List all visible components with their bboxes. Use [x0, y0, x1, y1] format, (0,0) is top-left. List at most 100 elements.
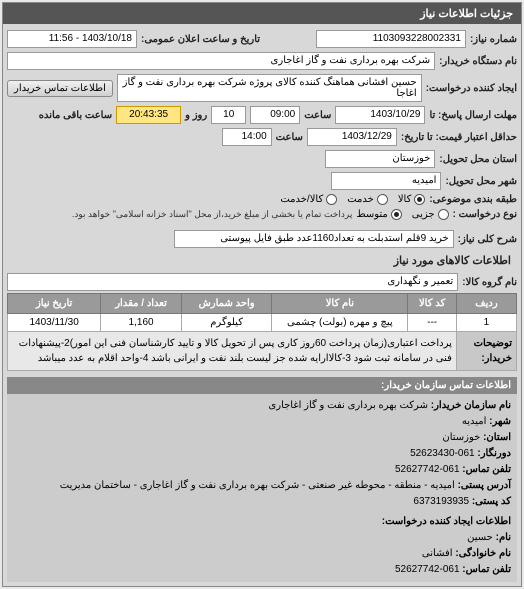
cell-rownum: 1	[456, 314, 516, 332]
contact-phone-value: 061-52627742	[395, 464, 460, 475]
col-qty: تعداد / مقدار	[101, 294, 182, 314]
contact-postal-value: 6373193935	[413, 496, 469, 507]
notes-text: پرداخت اعتباری(زمان پرداخت 60روز کاری پس…	[8, 332, 457, 371]
buyer-org-label: نام دستگاه خریدار:	[439, 56, 517, 67]
radio-both-label: کالا/خدمت	[280, 194, 323, 205]
row-request-number: شماره نیاز: 1103093228002331 تاریخ و ساع…	[7, 28, 517, 50]
contact-section: اطلاعات تماس سازمان خریدار: نام سازمان خ…	[7, 377, 517, 582]
radio-services-label: خدمت	[347, 194, 374, 205]
validity-date: 1403/12/29	[307, 128, 397, 146]
creator-phone-label: تلفن تماس:	[462, 564, 511, 575]
general-desc-value: خرید 9قلم استدبلت به تعداد1160عدد طبق فا…	[174, 230, 454, 248]
request-number-label: شماره نیاز:	[470, 34, 517, 45]
general-desc-label: شرح کلی نیاز:	[458, 234, 517, 245]
buyer-org-value: شرکت بهره برداری نفت و گاز اغاجاری	[7, 52, 435, 70]
request-type-note: پرداخت تمام یا بخشی از مبلغ خرید،از محل …	[72, 209, 352, 220]
contact-fax-value: 061-52623430	[410, 448, 475, 459]
notes-label: توضیحات خریدار:	[456, 332, 516, 371]
validity-time: 14:00	[222, 128, 272, 146]
creator-lastname: نام خانوادگی: افشانی	[13, 546, 511, 562]
radio-both-icon	[326, 194, 337, 205]
radio-medium-icon	[391, 209, 402, 220]
contact-city-label: شهر:	[489, 416, 511, 427]
contact-fax-label: دورنگار:	[477, 448, 511, 459]
row-response-deadline: مهلت ارسال پاسخ: تا 1403/10/29 ساعت 09:0…	[7, 104, 517, 126]
creator-name-label: نام:	[496, 532, 511, 543]
contact-org-label: نام سازمان خریدار:	[431, 400, 511, 411]
contact-phone-label: تلفن تماس:	[462, 464, 511, 475]
panel-title: جزئیات اطلاعات نیاز	[3, 3, 521, 24]
goods-group-label: نام گروه کالا:	[462, 277, 517, 288]
contact-province-label: استان:	[483, 432, 511, 443]
radio-services[interactable]: خدمت	[347, 194, 388, 205]
contact-postal: کد پستی: 6373193935	[13, 494, 511, 510]
radio-both[interactable]: کالا/خدمت	[280, 194, 337, 205]
category-radio-group: کالا خدمت کالا/خدمت	[280, 194, 425, 205]
creator-lastname-label: نام خانوادگی:	[455, 548, 511, 559]
radio-partial[interactable]: جزیی	[412, 209, 449, 220]
response-date: 1403/10/29	[335, 106, 425, 124]
row-goods-group: نام گروه کالا: تعمیر و نگهداری	[7, 271, 517, 293]
radio-goods-icon	[414, 194, 425, 205]
creator-name: نام: حسین	[13, 530, 511, 546]
contact-city: شهر: امیدیه	[13, 414, 511, 430]
remaining-suffix: ساعت باقی مانده	[39, 110, 112, 121]
response-time: 09:00	[250, 106, 300, 124]
delivery-province: خوزستان	[325, 150, 435, 168]
row-buyer-org: نام دستگاه خریدار: شرکت بهره برداری نفت …	[7, 50, 517, 72]
contact-province-value: خوزستان	[442, 432, 480, 443]
validity-label: حداقل اعتبار قیمت: تا تاریخ:	[401, 132, 517, 143]
request-type-label: نوع درخواست :	[453, 209, 517, 220]
radio-medium[interactable]: متوسط	[356, 209, 401, 220]
cell-unit: کیلوگرم	[181, 314, 272, 332]
contact-info-button[interactable]: اطلاعات تماس خریدار	[7, 80, 113, 97]
contact-city-value: امیدیه	[462, 416, 487, 427]
row-delivery-city: شهر محل تحویل: امیدیه	[7, 170, 517, 192]
table-row: 1 --- پیچ و مهره (بولت) چشمی کیلوگرم 1,1…	[8, 314, 517, 332]
delivery-province-label: استان محل تحویل:	[439, 154, 517, 165]
col-unit: واحد شمارش	[181, 294, 272, 314]
row-general-desc: شرح کلی نیاز: خرید 9قلم استدبلت به تعداد…	[7, 228, 517, 250]
category-label: طبقه بندی موضوعی:	[429, 194, 517, 205]
announce-label: تاریخ و ساعت اعلان عمومی:	[141, 34, 260, 45]
contact-postal-label: کد پستی:	[472, 496, 511, 507]
contact-province: استان: خوزستان	[13, 430, 511, 446]
row-delivery-province: استان محل تحویل: خوزستان	[7, 148, 517, 170]
notes-row: توضیحات خریدار: پرداخت اعتباری(زمان پردا…	[8, 332, 517, 371]
contact-org: نام سازمان خریدار: شرکت بهره برداری نفت …	[13, 398, 511, 414]
col-name: نام کالا	[272, 294, 408, 314]
creator-name-value: حسین	[467, 532, 493, 543]
main-panel: جزئیات اطلاعات نیاز شماره نیاز: 11030932…	[2, 2, 522, 587]
remaining-days: 10	[211, 106, 246, 124]
contact-fax: دورنگار: 061-52623430	[13, 446, 511, 462]
cell-qty: 1,160	[101, 314, 182, 332]
remaining-time: 20:43:35	[116, 106, 181, 124]
radio-goods[interactable]: کالا	[398, 194, 426, 205]
table-header-row: ردیف کد کالا نام کالا واحد شمارش تعداد /…	[8, 294, 517, 314]
contact-address-label: آدرس پستی:	[458, 480, 511, 491]
creator-label: ایجاد کننده درخواست:	[426, 83, 517, 94]
row-request-type: نوع درخواست : جزیی متوسط پرداخت تمام یا …	[7, 207, 517, 222]
remaining-days-label: روز و	[185, 110, 207, 121]
goods-group-value: تعمیر و نگهداری	[7, 273, 458, 291]
radio-partial-icon	[438, 209, 449, 220]
contact-header: اطلاعات تماس سازمان خریدار:	[7, 377, 517, 394]
row-validity: حداقل اعتبار قیمت: تا تاریخ: 1403/12/29 …	[7, 126, 517, 148]
creator-subheader: اطلاعات ایجاد کننده درخواست:	[13, 514, 511, 530]
radio-partial-label: جزیی	[412, 209, 435, 220]
delivery-city-label: شهر محل تحویل:	[445, 176, 517, 187]
col-row: ردیف	[456, 294, 516, 314]
delivery-city: امیدیه	[331, 172, 441, 190]
contact-org-value: شرکت بهره برداری نفت و گاز اغاجاری	[268, 400, 428, 411]
panel-body: شماره نیاز: 1103093228002331 تاریخ و ساع…	[3, 24, 521, 586]
radio-services-icon	[377, 194, 388, 205]
request-type-radio-group: جزیی متوسط	[356, 209, 448, 220]
radio-medium-label: متوسط	[356, 209, 387, 220]
row-category: طبقه بندی موضوعی: کالا خدمت کالا/خدمت	[7, 192, 517, 207]
cell-name: پیچ و مهره (بولت) چشمی	[272, 314, 408, 332]
contact-body: نام سازمان خریدار: شرکت بهره برداری نفت …	[7, 394, 517, 582]
announce-value: 1403/10/18 - 11:56	[7, 30, 137, 48]
contact-phone: تلفن تماس: 061-52627742	[13, 462, 511, 478]
creator-lastname-value: افشانی	[422, 548, 453, 559]
cell-date: 1403/11/30	[8, 314, 101, 332]
